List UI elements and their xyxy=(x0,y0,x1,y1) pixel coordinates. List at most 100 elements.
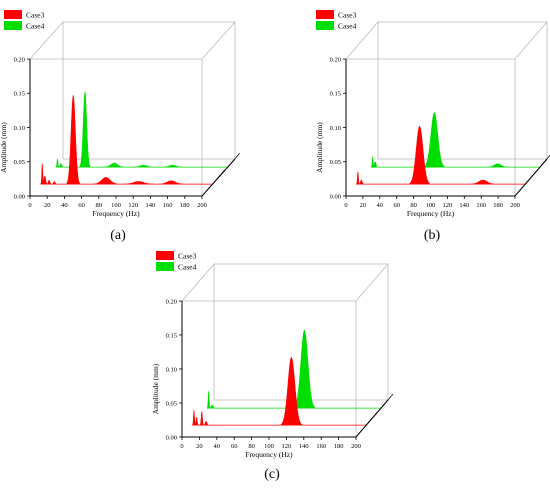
panel-label: (b) xyxy=(424,228,441,243)
x-tick-label: 140 xyxy=(146,202,156,209)
y-tick-label: 0.15 xyxy=(14,91,25,98)
series-case4 xyxy=(206,329,394,409)
y-tick-label: 0.10 xyxy=(14,125,25,132)
x-tick-label: 0 xyxy=(180,443,183,450)
series-peak xyxy=(122,181,155,185)
series-case4 xyxy=(55,91,241,168)
box-frame xyxy=(345,21,548,196)
series-peak xyxy=(280,356,303,426)
series-peak xyxy=(162,164,184,168)
series-peak xyxy=(470,179,496,185)
series-peak xyxy=(55,158,60,168)
x-tick-label: 140 xyxy=(459,202,469,209)
box-edge xyxy=(201,21,236,60)
series-peak xyxy=(42,175,48,185)
series-peak xyxy=(46,179,52,185)
box-back-face xyxy=(377,21,548,160)
y-tick-label: 0.20 xyxy=(166,298,177,305)
x-tick-label: 100 xyxy=(426,202,436,209)
y-tick-label: 0.10 xyxy=(166,366,177,373)
box-edge xyxy=(29,21,64,60)
legend-label-case4: Case4 xyxy=(178,263,197,272)
series-case3 xyxy=(40,95,225,185)
y-tick-label: 0.00 xyxy=(14,193,25,200)
legend-swatch-case4 xyxy=(4,21,22,30)
series-peak xyxy=(51,181,58,185)
panel-label: (c) xyxy=(264,467,280,482)
box-back-face xyxy=(62,21,236,160)
x-tick-label: 160 xyxy=(316,443,326,450)
y-tick-label: 0.20 xyxy=(14,56,25,63)
y-tick-label: 0.00 xyxy=(330,193,341,200)
x-tick-label: 200 xyxy=(197,202,207,209)
y-axis-label: Amplitude (mm) xyxy=(151,363,160,414)
series-peak xyxy=(423,111,445,168)
y-tick-label: 0.00 xyxy=(166,434,177,441)
x-tick-label: 200 xyxy=(510,202,520,209)
chart-panel-3: 0 20 40 60 80 100 120 140 160 180 200 0.00 0.05 0.10 0… xyxy=(151,251,394,482)
x-tick-label: 40 xyxy=(377,202,384,209)
x-tick-label: 160 xyxy=(476,202,486,209)
axes xyxy=(29,59,236,197)
y-tick-label: 0.05 xyxy=(330,159,341,166)
legend-label-case4: Case4 xyxy=(26,22,45,31)
legend-swatch-case3 xyxy=(316,10,334,19)
y-tick-label: 0.10 xyxy=(330,125,341,132)
x-tick-label: 120 xyxy=(282,443,292,450)
legend: Case3 Case4 xyxy=(316,10,357,31)
series-case3 xyxy=(192,356,379,426)
box-edge xyxy=(345,21,379,60)
x-tick-label: 100 xyxy=(111,202,121,209)
y-tick-label: 0.15 xyxy=(166,332,177,339)
series-peak xyxy=(132,164,155,168)
legend-swatch-case3 xyxy=(4,10,22,19)
depth-axis-line xyxy=(355,399,389,438)
y-tick-label: 0.20 xyxy=(330,56,341,63)
x-tick-label: 80 xyxy=(410,202,417,209)
x-tick-label: 20 xyxy=(360,202,367,209)
series-peak xyxy=(192,409,196,426)
depth-axis-line xyxy=(201,158,236,197)
depth-axis-line xyxy=(514,158,548,197)
x-axis-label: Frequency (Hz) xyxy=(92,209,140,218)
series-peak xyxy=(58,163,64,168)
legend-swatch-case4 xyxy=(156,262,174,271)
series-peak xyxy=(194,416,199,426)
box-edge xyxy=(355,263,389,302)
series-peak xyxy=(103,162,125,168)
x-tick-label: 140 xyxy=(299,443,309,450)
y-axis-label: Amplitude (mm) xyxy=(0,122,8,173)
x-tick-label: 40 xyxy=(214,443,221,450)
x-tick-label: 80 xyxy=(96,202,103,209)
series-case3 xyxy=(356,125,538,185)
legend-label-case4: Case4 xyxy=(338,22,357,31)
x-tick-label: 60 xyxy=(393,202,400,209)
x-tick-label: 60 xyxy=(231,443,238,450)
x-tick-label: 180 xyxy=(334,443,344,450)
series-peak xyxy=(66,95,80,185)
x-tick-label: 20 xyxy=(196,443,203,450)
legend-swatch-case3 xyxy=(156,251,174,260)
x-tick-label: 180 xyxy=(180,202,190,209)
series-peak xyxy=(487,163,509,168)
panel-label: (a) xyxy=(110,228,126,243)
box-edge xyxy=(181,263,215,302)
series-peak xyxy=(158,180,185,185)
x-tick-label: 0 xyxy=(28,202,31,209)
legend-label-case3: Case3 xyxy=(178,252,197,261)
chart-panel-1: 0 20 40 60 80 100 120 140 160 180 200 0.00 0.05 0.10 0… xyxy=(0,10,241,243)
box-frame xyxy=(29,21,236,196)
x-tick-label: 120 xyxy=(443,202,453,209)
series-peak xyxy=(199,410,204,426)
series-peak xyxy=(206,391,211,409)
legend: Case3 Case4 xyxy=(4,10,45,31)
legend: Case3 Case4 xyxy=(156,251,197,272)
series-peak xyxy=(409,125,430,185)
series-peak xyxy=(356,171,360,185)
y-tick-label: 0.05 xyxy=(14,159,25,166)
x-tick-label: 40 xyxy=(61,202,68,209)
x-tick-label: 180 xyxy=(493,202,503,209)
y-axis-label: Amplitude (mm) xyxy=(315,122,324,173)
series-case4 xyxy=(370,111,550,168)
